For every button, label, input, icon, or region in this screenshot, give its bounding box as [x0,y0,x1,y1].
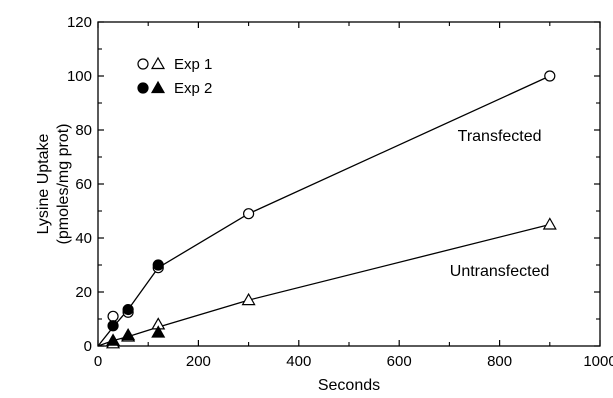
legend: Exp 1 Exp 2 [137,56,212,97]
legend-marker-circle-filled [137,82,149,94]
fit-line-transfected [97,75,551,347]
data-point-transfected-exp2 [152,259,164,271]
data-point-untransfected-exp2 [151,325,166,338]
x-tick-label: 1000 [583,353,613,370]
y-axis-title-line1: Lysine Uptake [35,134,52,235]
annotation-transfected: Transfected [458,128,542,145]
fit-lines [97,75,551,347]
x-tick-label: 400 [286,353,311,370]
legend-markers-exp1 [137,56,166,70]
y-tick-label: 60 [75,176,92,193]
data-point-transfected-exp2 [107,320,119,332]
legend-markers-exp2 [137,80,166,94]
data-point-untransfected-exp2 [121,327,136,341]
y-tick-label: 40 [75,230,92,247]
legend-entry-exp2: Exp 2 [137,80,212,97]
legend-label-exp2: Exp 2 [174,80,212,97]
data-point-transfected-exp1 [107,310,119,322]
x-tick-label: 800 [487,353,512,370]
data-point-transfected-exp1 [544,70,556,82]
y-tick-label: 80 [75,122,92,139]
data-point-transfected-exp2 [122,303,134,316]
x-tick-label: 600 [387,353,412,370]
y-tick-label: 20 [75,284,92,301]
data-point-untransfected-exp1 [241,292,256,306]
data-point-transfected-exp1 [243,208,255,220]
y-tick-label: 120 [67,14,92,31]
y-axis-title-line2: (pmoles/mg prot) [55,124,72,245]
data-point-untransfected-exp2 [106,333,121,346]
x-axis-title: Seconds [318,377,380,394]
legend-marker-circle-open [137,58,149,70]
y-tick-label: 100 [67,68,92,85]
legend-entry-exp1: Exp 1 [137,56,212,73]
annotation-untransfected: Untransfected [450,263,550,280]
legend-marker-triangle-filled [150,80,166,94]
x-tick-label: 0 [94,353,102,370]
legend-label-exp1: Exp 1 [174,56,212,73]
data-point-untransfected-exp1 [542,217,557,230]
x-tick-label: 200 [186,353,211,370]
fit-line-untransfected [97,223,550,347]
legend-marker-triangle-open [150,56,166,70]
axis-ticks: 0 200 400 600 800 1000 0 20 40 60 80 100 120 [67,14,613,370]
y-tick-label: 0 [84,338,92,355]
data-markers [106,70,557,349]
